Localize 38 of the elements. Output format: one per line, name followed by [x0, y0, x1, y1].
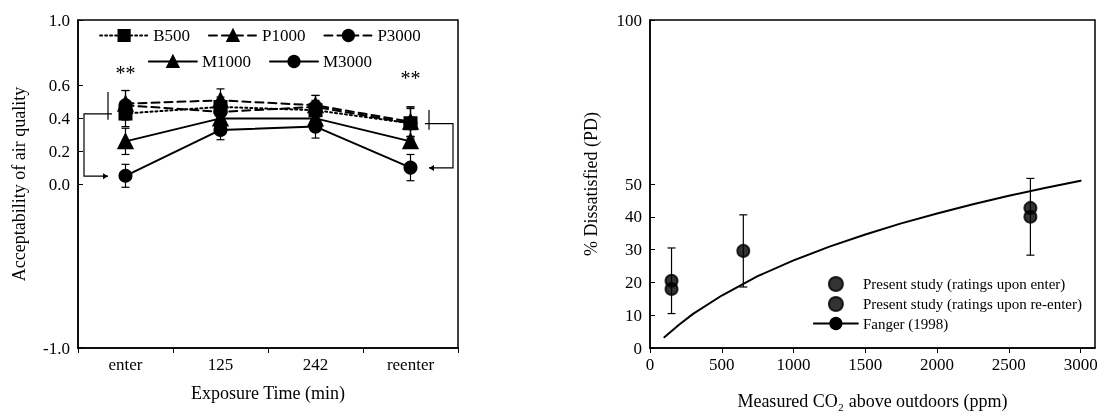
y-tick-label: 0.6 — [48, 76, 70, 96]
y-axis-title: % Dissatisfied (PD) — [581, 112, 602, 256]
y-tick-label: 50 — [625, 174, 642, 194]
y-axis-title: Acceptability of air quality — [9, 86, 29, 282]
y-tick-label: -1.0 — [43, 338, 70, 358]
x-tick-label: enter — [108, 355, 143, 374]
x-axis-title: Exposure Time (min) — [190, 383, 346, 404]
legend-label: P3000 — [377, 26, 421, 45]
x-tick-label: 2000 — [920, 355, 955, 374]
y-tick-label: 1.0 — [48, 10, 70, 30]
x-tick-label: 242 — [302, 355, 329, 374]
x-tick-label: 3000 — [1063, 355, 1098, 374]
y-tick-label: 0.4 — [48, 108, 71, 128]
y-tick-label: 20 — [625, 272, 642, 292]
legend-label: Fanger (1998) — [862, 315, 949, 333]
x-tick-label: reenter — [386, 355, 435, 374]
x-tick-label: 125 — [207, 355, 234, 374]
legend-label: M1000 — [201, 52, 252, 71]
legend-label: Present study (ratings upon re-enter) — [862, 296, 1083, 313]
annotation: ** — [400, 67, 421, 89]
y-tick-label: 0.2 — [48, 141, 70, 161]
y-tick-label: 100 — [616, 10, 642, 30]
y-tick-label: 30 — [625, 240, 642, 260]
legend-label: B500 — [153, 26, 190, 45]
y-tick-label: 40 — [625, 207, 642, 227]
x-tick-label: 500 — [709, 355, 735, 374]
legend-label: P1000 — [261, 26, 306, 45]
x-tick-label: 0 — [645, 355, 655, 374]
annotation: ** — [115, 61, 136, 84]
legend-label: Present study (ratings upon enter) — [862, 276, 1066, 293]
legend-label: M3000 — [323, 52, 373, 71]
x-tick-label: 2500 — [991, 355, 1026, 374]
x-tick-label: 1000 — [776, 355, 811, 374]
y-tick-label: 0.0 — [48, 174, 70, 194]
x-axis-title: Measured CO₂ above outdoors (ppm) — [737, 391, 1008, 412]
y-tick-label: 0 — [633, 338, 642, 358]
y-tick-label: 10 — [625, 305, 642, 325]
x-tick-label: 1500 — [848, 355, 883, 374]
